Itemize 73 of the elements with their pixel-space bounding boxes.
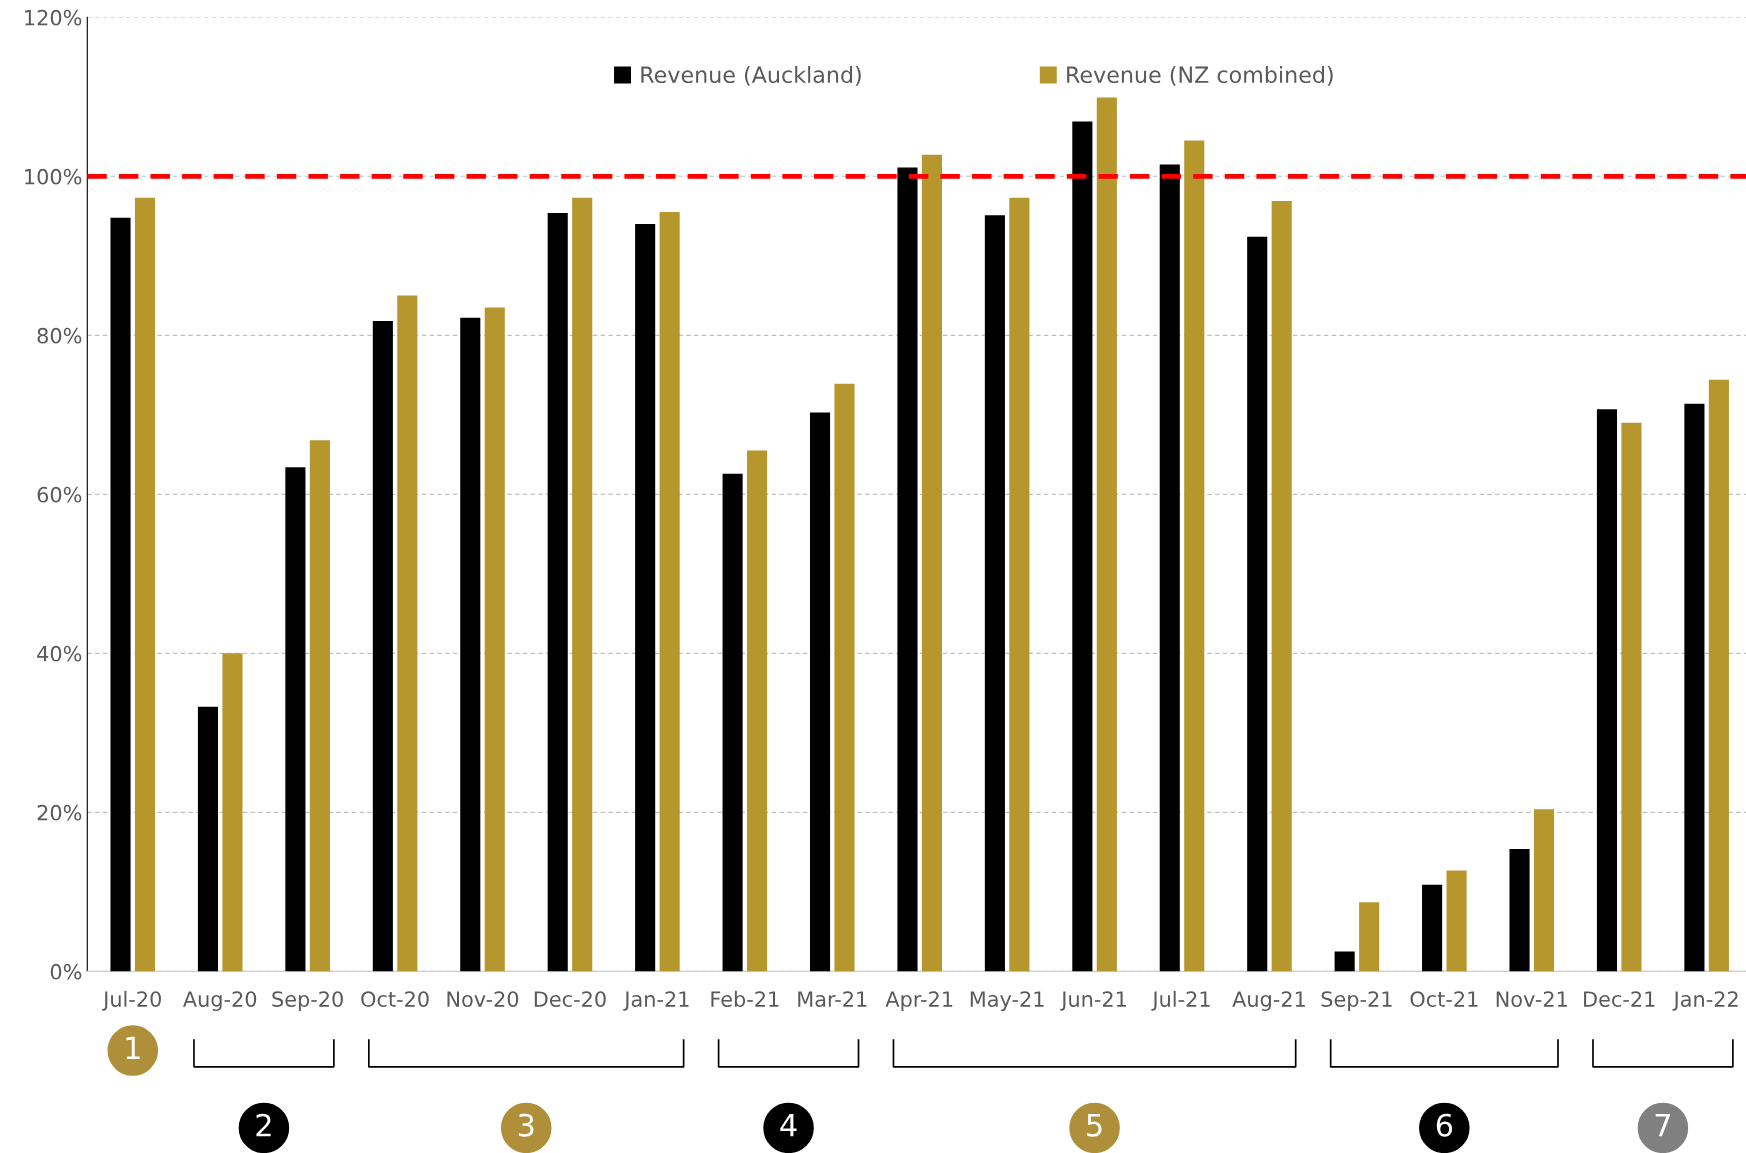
bar: [1072, 121, 1093, 972]
x-tick-label: Nov-20: [447, 991, 519, 1007]
text: 4: [780, 1114, 797, 1137]
x-tick-label: Dec-20: [534, 991, 606, 1007]
bar: [1247, 236, 1268, 972]
bar: [921, 154, 943, 972]
x-tick-label: Jan-22: [1672, 991, 1738, 1011]
bar: [134, 197, 156, 972]
bar: [984, 215, 1005, 972]
bar: [1184, 140, 1205, 972]
bar: [1684, 403, 1705, 972]
text: 1: [126, 1036, 140, 1060]
bar: [1009, 197, 1030, 972]
x-tick-label: Jan-21: [623, 991, 689, 1011]
bar: [1446, 870, 1467, 972]
bar: [809, 412, 831, 972]
x-tick-label: Mar-21: [798, 991, 867, 1007]
bar: [222, 653, 243, 972]
x-tick-label: May-21: [970, 991, 1044, 1012]
text: 7: [1655, 1114, 1671, 1137]
bar: [372, 321, 393, 972]
x-tick-label: Oct-21: [1410, 991, 1478, 1007]
text: 5: [1087, 1114, 1102, 1137]
bar: [460, 317, 481, 972]
x-tick-label: Apr-21: [885, 991, 953, 1012]
bar: [285, 467, 306, 972]
bar: [1159, 164, 1180, 972]
bar: [1708, 379, 1729, 972]
bar: [897, 167, 918, 972]
bar: [309, 440, 330, 972]
y-tick-label: 100%: [25, 168, 82, 185]
bar: [110, 217, 131, 972]
x-tick-label: Dec-21: [1584, 991, 1655, 1007]
y-tick-label: 120%: [25, 9, 82, 26]
y-tick-label: 40%: [37, 645, 82, 662]
bar: [834, 383, 855, 972]
bar: [635, 224, 656, 972]
y-tick-label: 80%: [37, 327, 82, 344]
x-tick-label: Sep-21: [1321, 991, 1392, 1012]
bar: [1509, 848, 1530, 972]
x-tick-label: Oct-20: [361, 991, 429, 1007]
bar: [722, 473, 743, 972]
x-tick-label: Jul-20: [102, 990, 161, 1011]
text: 2: [256, 1113, 271, 1137]
bar: [1422, 884, 1443, 972]
bar: [1096, 97, 1117, 972]
x-tick-label: Jul-21: [1151, 990, 1210, 1011]
x-tick-label: Sep-20: [272, 991, 343, 1012]
text: 6: [1436, 1113, 1453, 1137]
legend-label: Revenue (Auckland): [641, 65, 861, 86]
bar: [547, 212, 568, 972]
bar: [484, 307, 505, 972]
bar: [1533, 809, 1555, 972]
y-tick-label: 20%: [37, 804, 82, 821]
bar: [1596, 409, 1618, 972]
bar: [197, 706, 219, 972]
x-tick-label: Nov-21: [1496, 991, 1567, 1007]
y-tick-label: 0%: [50, 963, 82, 980]
bar: [1334, 951, 1355, 972]
bar: [659, 212, 680, 972]
bar: [1359, 902, 1380, 972]
bar: [1621, 422, 1642, 972]
x-tick-label: Aug-20: [183, 991, 257, 1012]
bar: [747, 450, 768, 972]
bar: [1271, 200, 1292, 972]
x-tick-label: Feb-21: [711, 990, 779, 1007]
bar: [572, 197, 593, 972]
x-tick-label: Jun-21: [1060, 991, 1126, 1011]
text: 3: [518, 1113, 534, 1137]
y-tick-label: 60%: [37, 486, 82, 503]
x-tick-label: Aug-21: [1232, 991, 1305, 1012]
bar: [397, 295, 418, 972]
legend-label: Revenue (NZ combined): [1067, 65, 1333, 86]
